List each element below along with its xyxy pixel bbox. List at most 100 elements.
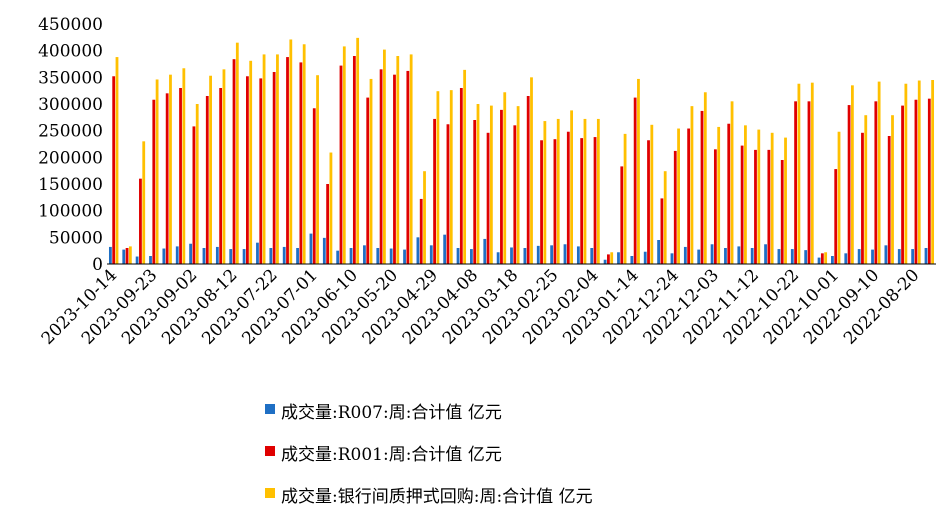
bar-r001 [500, 109, 503, 265]
bar-repo [530, 77, 533, 264]
bar-r001 [727, 123, 731, 264]
bar-repo [770, 132, 774, 264]
bar-r007 [175, 246, 179, 264]
bar-repo [637, 78, 640, 265]
bar-repo [556, 118, 560, 265]
bar-r007 [349, 248, 353, 264]
bar-r001 [219, 88, 223, 264]
bar-r007 [804, 250, 808, 264]
bar-r001 [286, 57, 289, 264]
bar-r007 [389, 248, 393, 264]
bar-repo [837, 131, 841, 264]
bar-r001 [326, 184, 330, 264]
legend-item-r001: 成交量:R001:周:合计值 亿元 [265, 440, 865, 465]
bar-r007 [563, 244, 567, 264]
y-tick-label: 450000 [38, 15, 103, 35]
bar-repo [342, 46, 346, 265]
y-tick-label: 50000 [49, 228, 103, 248]
bar-r001 [847, 105, 851, 264]
bar-r007 [443, 234, 447, 264]
bar-r007 [764, 244, 767, 264]
bar-r001 [259, 78, 263, 265]
bar-r001 [633, 97, 637, 264]
bar-repo [623, 133, 627, 264]
bar-r007 [911, 249, 915, 264]
bar-r007 [510, 247, 513, 264]
bar-repo [383, 49, 386, 264]
bar-r007 [376, 248, 380, 264]
bar-r001 [299, 62, 303, 265]
bar-r001 [767, 149, 771, 264]
bar-r001 [740, 145, 744, 264]
bar-repo [730, 101, 734, 264]
bar-repo [650, 124, 654, 264]
bar-repo [850, 85, 854, 264]
bar-repo [824, 252, 828, 264]
bar-r001 [165, 93, 169, 264]
bar-r001 [433, 118, 436, 265]
x-axis: 2023-10-142023-09-232023-09-022023-08-12… [38, 263, 936, 349]
bar-repo [703, 92, 707, 265]
bar-repo [369, 78, 373, 265]
bar-r007 [256, 242, 259, 264]
y-tick-label: 100000 [38, 202, 103, 222]
bar-repo [516, 106, 520, 264]
bar-repo [316, 75, 319, 264]
bar-r007 [496, 252, 500, 264]
bar-r001 [861, 132, 864, 264]
bar-r001 [179, 88, 182, 264]
bar-repo [931, 80, 935, 264]
bar-r001 [914, 99, 918, 264]
bar-r001 [580, 138, 584, 264]
bar-r001 [459, 88, 463, 264]
bar-repo [423, 171, 426, 264]
legend: 成交量:R007:周:合计值 亿元 成交量:R001:周:合计值 亿元 成交量:… [265, 398, 865, 524]
bar-r001 [540, 140, 543, 264]
y-tick-label: 300000 [38, 95, 103, 115]
bar-r007 [403, 249, 406, 264]
bar-repo [222, 69, 226, 264]
bar-r007 [710, 244, 714, 264]
bar-repo [663, 171, 667, 264]
bar-r001 [393, 74, 396, 264]
bar-r007 [202, 248, 206, 264]
bar-r007 [108, 246, 112, 264]
bar-repo [289, 39, 293, 264]
bar-r007 [750, 248, 754, 264]
bar-r007 [857, 249, 861, 264]
legend-swatch-repo [265, 488, 275, 498]
bar-r001 [112, 76, 116, 265]
bar-r001 [419, 198, 423, 264]
bar-r007 [844, 253, 848, 264]
bar-repo [182, 68, 186, 265]
bar-r007 [817, 257, 821, 264]
bar-r007 [643, 251, 647, 264]
bar-r001 [620, 166, 624, 264]
legend-item-repo: 成交量:银行间质押式回购:周:合计值 亿元 [265, 482, 865, 507]
legend-label-r001: 成交量:R001:周:合计值 亿元 [281, 445, 502, 465]
bar-r007 [617, 252, 620, 264]
bar-repo [302, 44, 306, 264]
bar-r007 [229, 249, 233, 264]
legend-item-r007: 成交量:R007:周:合计值 亿元 [265, 398, 865, 423]
bar-r007 [523, 248, 527, 264]
bar-r001 [352, 56, 356, 264]
bar-repo [169, 74, 172, 264]
bar-r007 [777, 249, 781, 264]
bar-repo [596, 118, 600, 265]
bar-repo [583, 118, 587, 265]
bar-repo [356, 37, 360, 265]
bar-r007 [657, 240, 660, 264]
bar-r001 [593, 137, 597, 264]
bar-repo [891, 115, 894, 264]
bar-repo [757, 129, 761, 264]
bar-r007 [189, 243, 193, 264]
bar-repo [610, 252, 614, 264]
bar-r007 [309, 233, 313, 264]
y-tick-label: 0 [92, 255, 103, 275]
bar-r001 [312, 108, 316, 265]
bar-repo [904, 83, 908, 264]
bar-r007 [550, 245, 554, 264]
bar-repo [329, 152, 333, 264]
y-tick-label: 350000 [38, 68, 103, 88]
